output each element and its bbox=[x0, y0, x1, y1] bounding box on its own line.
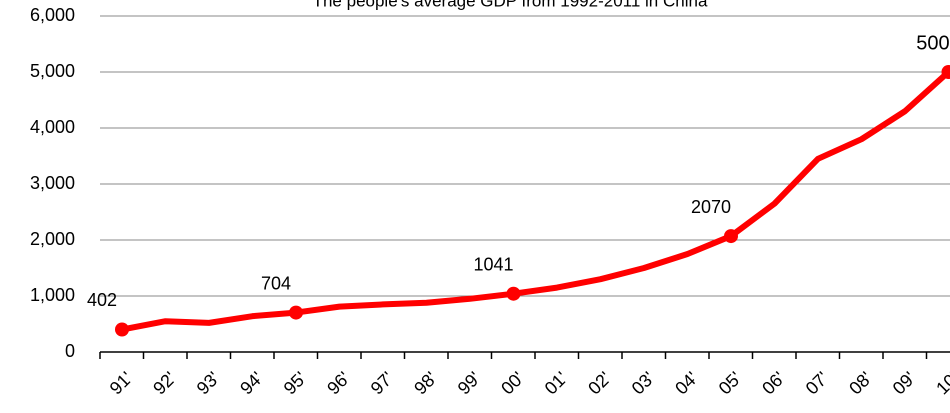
data-point bbox=[941, 65, 950, 79]
x-tick-label: 07' bbox=[802, 368, 833, 399]
x-tick-label: 09' bbox=[889, 368, 920, 399]
data-label: 704 bbox=[261, 273, 291, 293]
x-tick-label: 99' bbox=[454, 368, 485, 399]
x-tick-label: 01' bbox=[541, 368, 572, 399]
y-tick-label: 5,000 bbox=[30, 61, 75, 81]
x-tick-label: 96' bbox=[323, 368, 354, 399]
y-tick-label: 3,000 bbox=[30, 173, 75, 193]
data-point bbox=[506, 286, 521, 301]
x-tick-label: 06' bbox=[758, 368, 789, 399]
x-tick-label: 91' bbox=[106, 368, 137, 399]
data-label: 1041 bbox=[473, 254, 513, 274]
data-label: 2070 bbox=[691, 197, 731, 217]
x-tick-label: 10' bbox=[932, 368, 950, 399]
x-tick-label: 04' bbox=[671, 368, 702, 399]
x-tick-label: 98' bbox=[410, 368, 441, 399]
data-point bbox=[724, 229, 738, 244]
data-point bbox=[115, 322, 129, 337]
x-tick-label: 05' bbox=[715, 368, 746, 399]
data-point bbox=[289, 305, 303, 320]
chart-title: The people's average GDP from 1992-2011 … bbox=[313, 0, 708, 10]
y-tick-label: 6,000 bbox=[30, 5, 75, 25]
data-label: 402 bbox=[87, 290, 117, 310]
x-tick-label: 03' bbox=[628, 368, 659, 399]
x-tick-label: 08' bbox=[845, 368, 876, 399]
x-tick-label: 97' bbox=[367, 368, 398, 399]
x-tick-label: 93' bbox=[193, 368, 224, 399]
data-label: 5000 bbox=[916, 32, 950, 54]
data-line bbox=[121, 69, 950, 333]
y-tick-label: 2,000 bbox=[30, 229, 75, 249]
x-tick-label: 92' bbox=[149, 368, 180, 399]
x-tick-label: 94' bbox=[236, 368, 267, 399]
y-tick-label: 0 bbox=[65, 341, 75, 361]
y-tick-label: 1,000 bbox=[30, 285, 75, 305]
x-tick-label: 00' bbox=[497, 368, 528, 399]
y-tick-label: 4,000 bbox=[30, 117, 75, 137]
x-tick-label: 02' bbox=[584, 368, 615, 399]
x-tick-label: 95' bbox=[280, 368, 311, 399]
